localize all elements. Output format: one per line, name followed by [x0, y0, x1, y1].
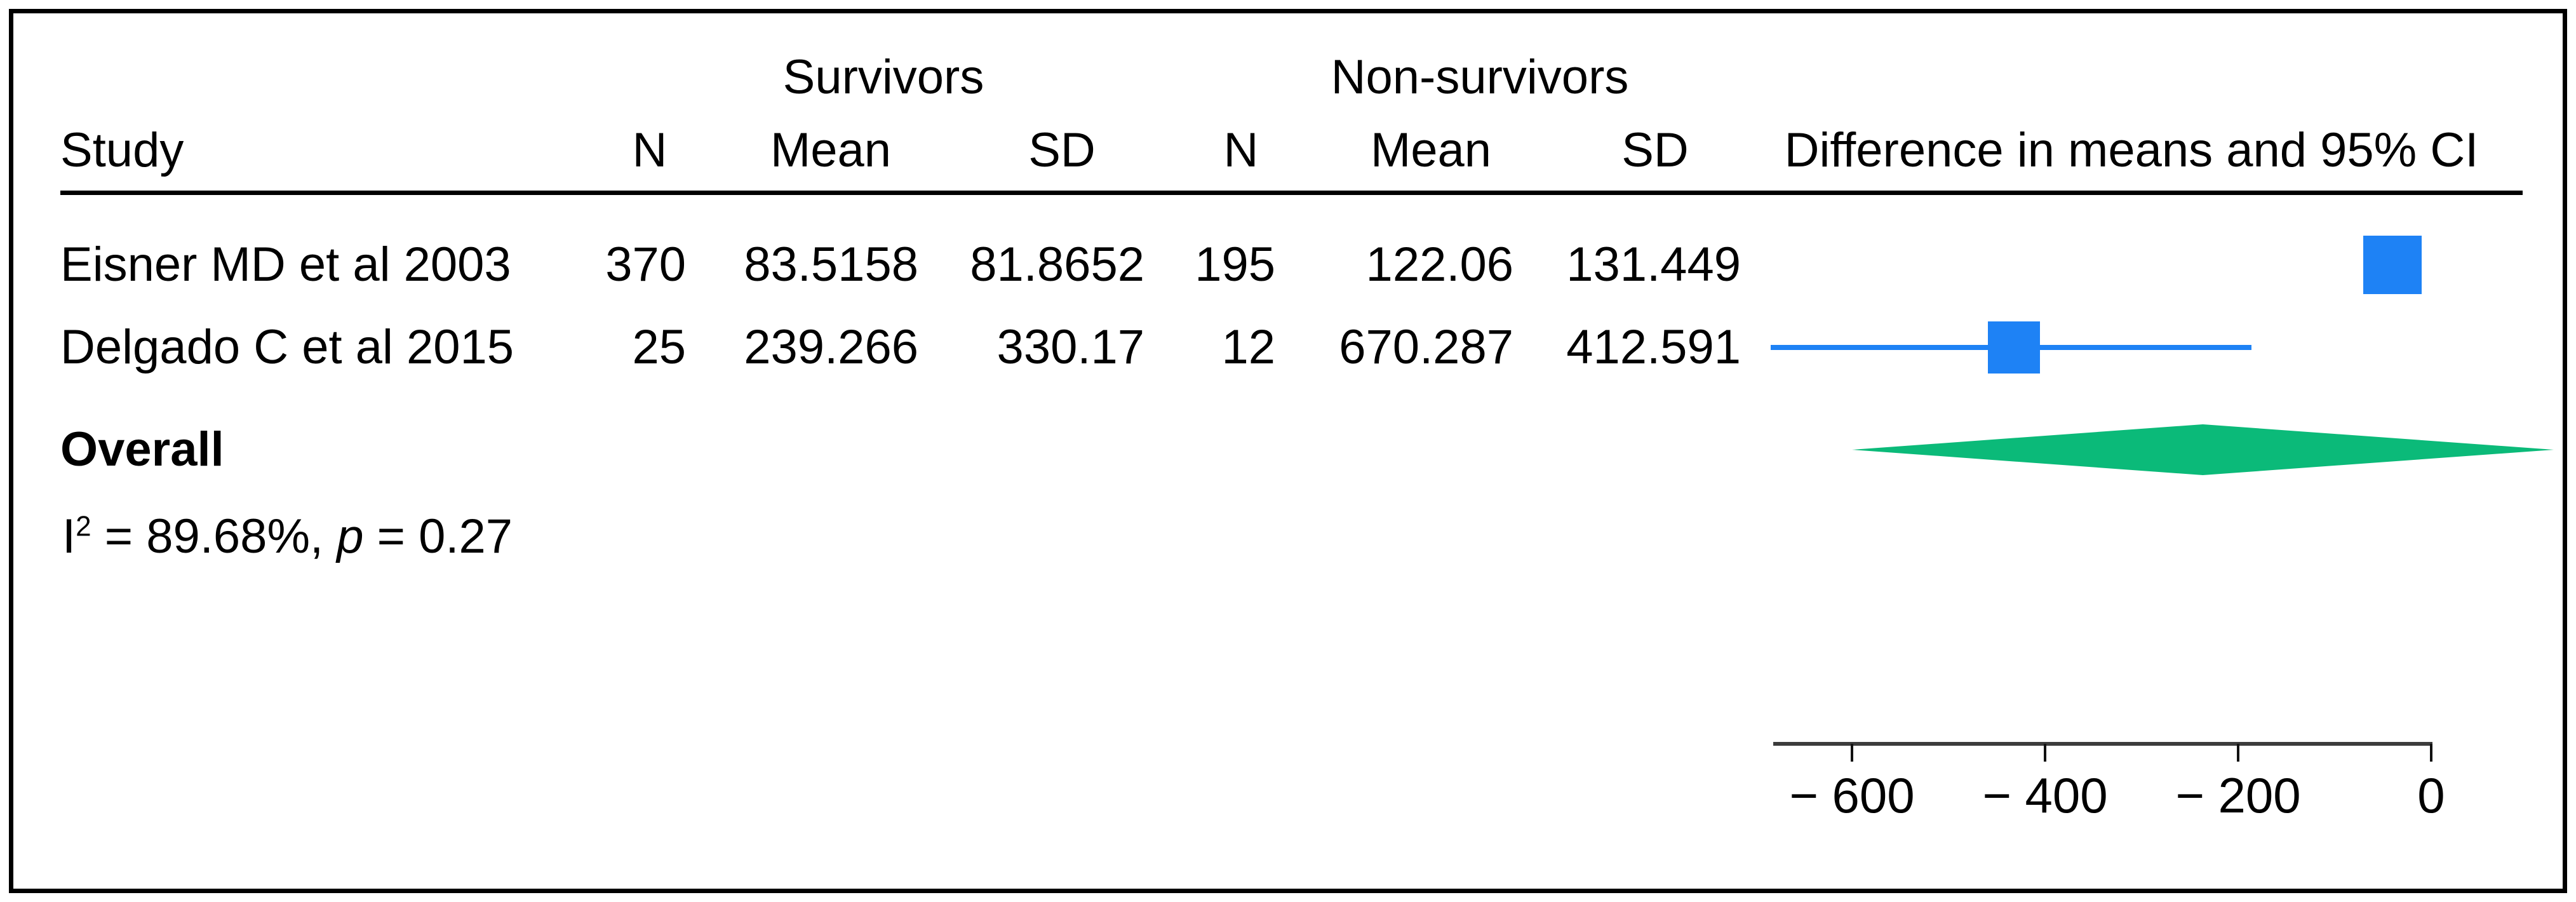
i-squared-symbol: I: [62, 509, 76, 563]
column-header-effect: Difference in means and 95% CI: [1784, 123, 2479, 177]
header-underline: [60, 191, 2523, 195]
column-header-sd-survivors: SD: [1028, 123, 1096, 177]
x-axis-tick: [2430, 744, 2432, 762]
cell-n-nonsurvivors: 12: [1221, 320, 1275, 374]
x-axis-line: [1773, 742, 2432, 746]
cell-sd-nonsurvivors: 131.449: [1566, 238, 1741, 292]
plot-frame: [9, 9, 2567, 893]
x-axis-tick: [2237, 744, 2239, 762]
i-squared-sup: 2: [76, 511, 91, 542]
column-header-n-nonsurvivors: N: [1223, 123, 1259, 177]
group-header-survivors: Survivors: [782, 50, 984, 104]
cell-n-nonsurvivors: 195: [1195, 238, 1275, 292]
column-header-study: Study: [60, 123, 184, 177]
cell-sd-survivors: 330.17: [996, 320, 1144, 374]
cell-sd-nonsurvivors: 412.591: [1566, 320, 1741, 374]
study-weight-square: [1988, 321, 2041, 374]
heterogeneity-stats: I2 = 89.68%, p = 0.27: [62, 513, 513, 561]
study-name: Eisner MD et al 2003: [60, 238, 511, 292]
study-weight-square: [2363, 236, 2422, 294]
cell-n-survivors: 370: [605, 238, 686, 292]
column-header-mean-survivors: Mean: [770, 123, 892, 177]
cell-sd-survivors: 81.8652: [970, 238, 1144, 292]
x-axis-tick-label: 0: [2417, 767, 2445, 823]
cell-n-survivors: 25: [632, 320, 686, 374]
column-header-mean-nonsurvivors: Mean: [1370, 123, 1492, 177]
overall-diamond: [1852, 424, 2554, 475]
x-axis-tick: [2044, 744, 2046, 762]
group-header-non-survivors: Non-survivors: [1331, 50, 1629, 104]
column-header-sd-nonsurvivors: SD: [1621, 123, 1689, 177]
cell-mean-nonsurvivors: 122.06: [1365, 238, 1513, 292]
cell-mean-survivors: 83.5158: [744, 238, 918, 292]
overall-label: Overall: [60, 422, 224, 476]
cell-mean-survivors: 239.266: [744, 320, 918, 374]
cell-mean-nonsurvivors: 670.287: [1339, 320, 1513, 374]
x-axis-tick: [1851, 744, 1853, 762]
i-squared-value: = 89.68%,: [91, 509, 337, 563]
column-header-n-survivors: N: [632, 123, 667, 177]
p-value: = 0.27: [363, 509, 513, 563]
study-name: Delgado C et al 2015: [60, 320, 514, 374]
x-axis-tick-label: − 200: [2175, 767, 2301, 823]
x-axis-tick-label: − 600: [1789, 767, 1915, 823]
p-symbol: p: [337, 509, 364, 563]
x-axis-tick-label: − 400: [1982, 767, 2108, 823]
